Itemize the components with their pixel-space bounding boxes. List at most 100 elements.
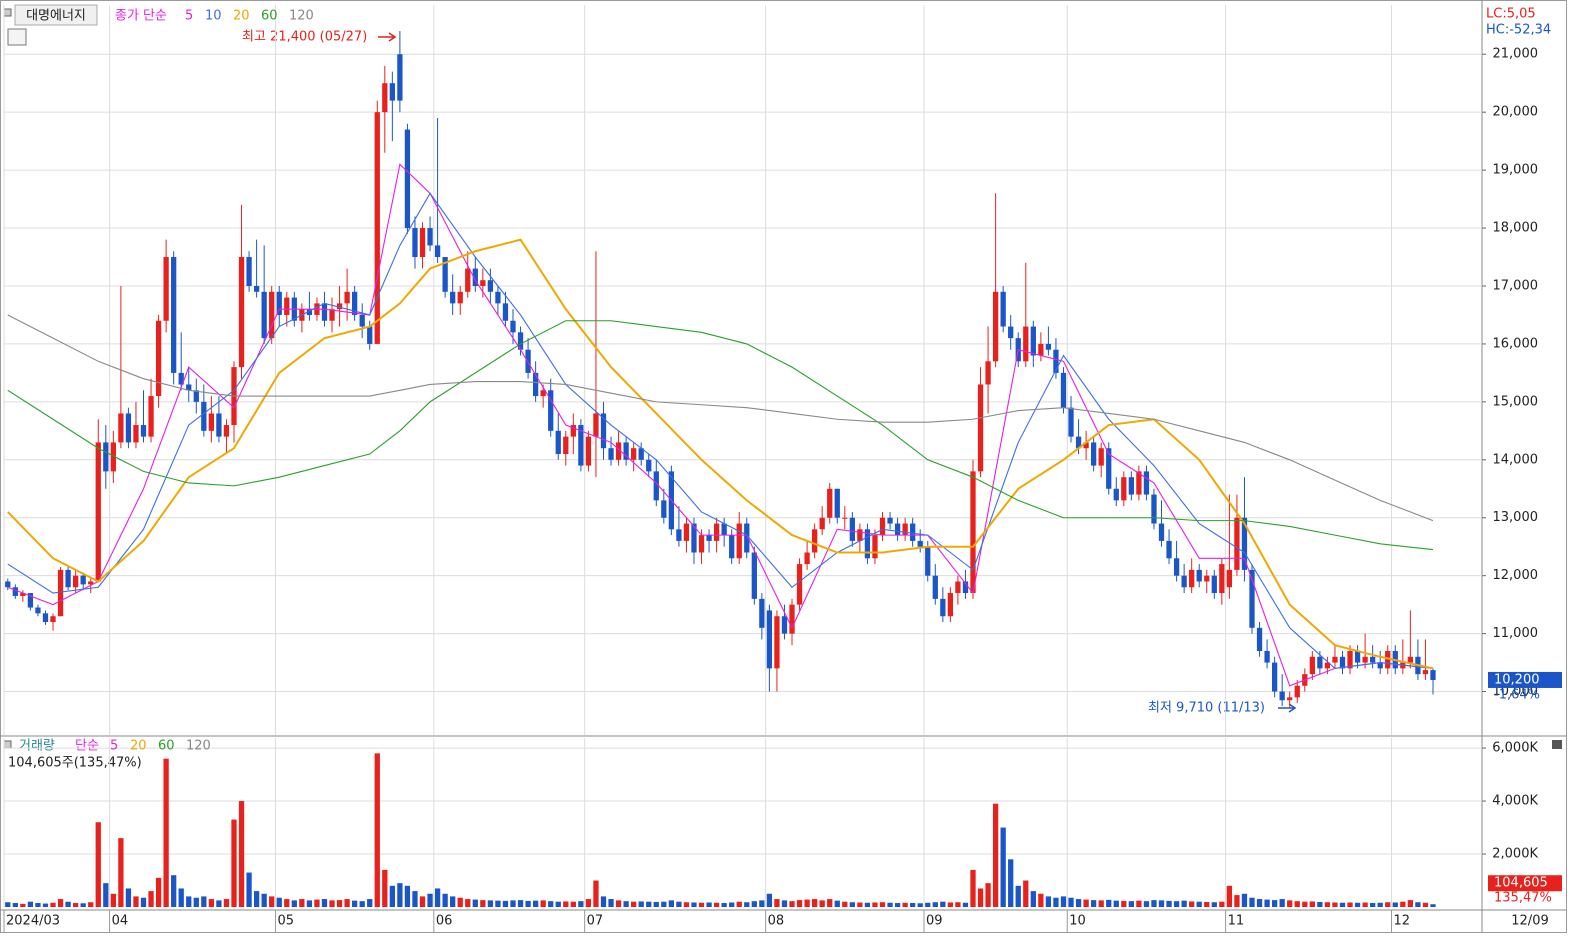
candle-body — [1181, 575, 1187, 588]
candle-body — [201, 401, 207, 431]
candle-body — [1309, 656, 1315, 675]
x-tick-label: 10 — [1069, 914, 1086, 929]
candle-body — [1113, 488, 1119, 501]
y-tick-label: 16,000 — [1493, 336, 1539, 351]
candle-body — [412, 228, 418, 258]
volume-bar — [1000, 827, 1006, 907]
last-volume-box — [1488, 875, 1562, 892]
volume-bar — [548, 901, 554, 907]
stock-name-box[interactable] — [14, 4, 98, 26]
volume-bar — [1271, 900, 1278, 907]
volume-bar — [1121, 900, 1127, 907]
candle-body — [57, 569, 64, 617]
candle-body — [1377, 662, 1383, 669]
volume-bar — [713, 902, 720, 907]
volume-bar — [457, 897, 463, 907]
x-tick-label: 09 — [926, 914, 943, 929]
candle-body — [163, 257, 169, 321]
candle-body — [661, 500, 667, 518]
candle-body — [729, 535, 735, 559]
volume-bar — [925, 902, 931, 907]
volume-bar — [796, 900, 803, 907]
candle-body — [35, 607, 41, 614]
grid-icon[interactable] — [7, 28, 27, 46]
y-tick-label: 4,000K — [1492, 794, 1538, 809]
legend-entry: 5 — [185, 9, 193, 24]
candle-body — [842, 517, 848, 519]
volume-bar — [1060, 896, 1067, 907]
candle-body — [713, 523, 720, 541]
candle-body — [932, 575, 938, 599]
candle-body — [1249, 569, 1255, 628]
candle-body — [578, 425, 584, 466]
candle-body — [910, 523, 916, 541]
volume-bar — [57, 899, 64, 907]
close-icon[interactable] — [1552, 740, 1562, 749]
volume-bar — [110, 893, 116, 907]
candle-body — [819, 517, 825, 530]
volume-bar — [744, 902, 750, 907]
candle-body — [585, 436, 592, 466]
volume-title: 거래량 — [19, 739, 55, 754]
volume-bar — [1143, 901, 1150, 907]
volume-bar — [646, 901, 652, 907]
candle-body — [1068, 407, 1074, 437]
volume-bar — [510, 900, 516, 907]
volume-bar — [480, 900, 486, 907]
candle-body — [1030, 326, 1036, 356]
candle-body — [970, 471, 976, 594]
volume-bar — [472, 899, 478, 907]
y-tick-label: 11,000 — [1493, 626, 1539, 641]
volume-bar — [940, 901, 946, 907]
volume-bar — [1294, 901, 1300, 907]
volume-bar — [389, 885, 395, 907]
candle-body — [88, 581, 94, 585]
volume-bar — [495, 900, 501, 907]
volume-bar — [95, 822, 101, 907]
volume-bar — [1332, 902, 1338, 907]
candle-body — [253, 285, 260, 292]
candle-body — [1241, 517, 1248, 570]
candle-body — [804, 552, 810, 565]
icon[interactable] — [3, 740, 12, 749]
candle-body — [502, 303, 509, 321]
icon[interactable] — [3, 8, 12, 17]
volume-ratio: 135,47% — [1494, 891, 1552, 906]
candle-body — [744, 523, 750, 553]
volume-bar — [638, 901, 644, 907]
candle-body — [857, 529, 863, 541]
candle-body — [1060, 372, 1067, 408]
volume-ma-label: 단순 — [75, 739, 99, 754]
volume-bar — [1249, 897, 1255, 907]
volume-bar — [789, 901, 795, 907]
candle-body — [374, 112, 380, 344]
candle-body — [344, 291, 350, 304]
ma-line — [7, 163, 1434, 687]
volume-bar — [1038, 893, 1044, 907]
candle-body — [917, 540, 923, 547]
volume-bar — [465, 899, 471, 907]
ma-line — [7, 320, 1434, 551]
volume-bar — [879, 902, 886, 907]
candle-body — [555, 430, 561, 455]
volume-bar — [736, 901, 742, 907]
volume-bar — [563, 901, 569, 907]
volume-bar — [532, 900, 539, 907]
candle-body — [367, 326, 373, 344]
volume-bar — [864, 902, 871, 907]
volume-bar — [336, 900, 343, 907]
candle-body — [133, 425, 139, 443]
volume-bar — [450, 896, 456, 907]
y-tick-label: 2,000K — [1492, 847, 1538, 862]
candle-body — [1143, 471, 1150, 495]
candle-body — [510, 320, 516, 333]
candle-body — [329, 309, 335, 321]
volume-bar — [585, 899, 592, 907]
candle-body — [1219, 564, 1225, 594]
candle-body — [1106, 448, 1112, 489]
stock-name[interactable]: 대명에너지 — [26, 9, 86, 24]
candle-body — [600, 413, 607, 449]
candle-body — [887, 517, 893, 524]
volume-bar — [872, 902, 878, 907]
last-date: 12/09 — [1511, 914, 1548, 929]
